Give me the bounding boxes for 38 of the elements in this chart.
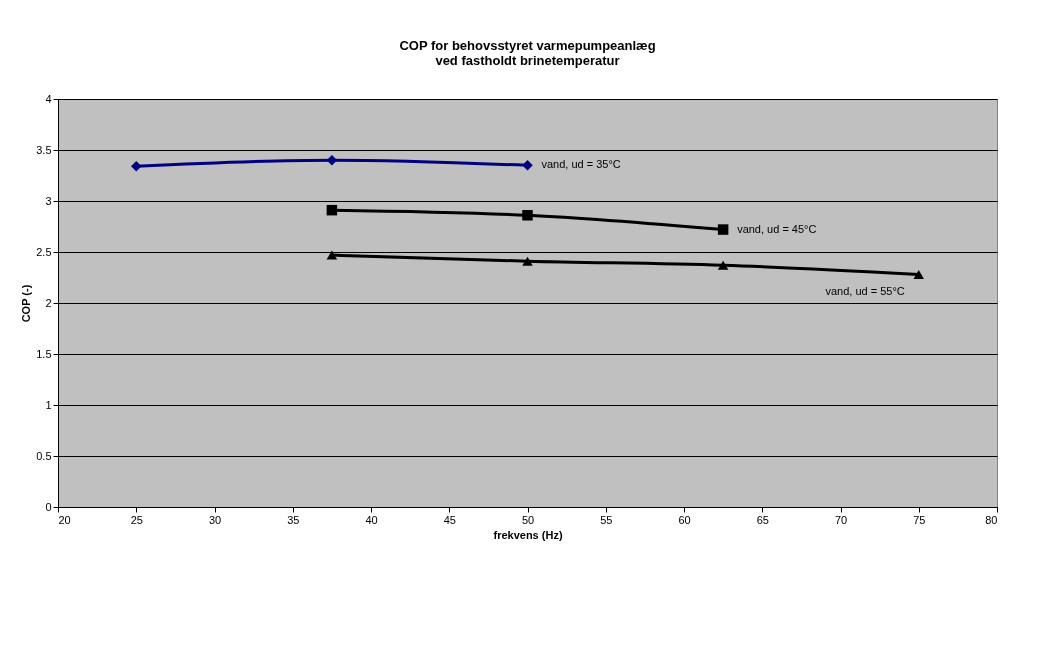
y-tick-label: 4 <box>45 92 52 105</box>
x-tick-label: 75 <box>913 513 926 526</box>
y-tick-label: 1 <box>45 398 52 411</box>
x-tick-label: 40 <box>365 513 378 526</box>
x-tick-label: 50 <box>521 513 535 526</box>
point <box>717 224 729 235</box>
series-label: vand, ud = 55°C <box>825 285 905 298</box>
point <box>522 256 533 266</box>
y-tick-label: 1.5 <box>36 347 52 360</box>
y-tick-label: 0.5 <box>36 449 52 462</box>
x-tick-label: 35 <box>287 513 300 526</box>
y-tick-label: 2.5 <box>36 245 52 258</box>
point <box>913 269 924 279</box>
y-tick-label: 3.5 <box>36 143 52 156</box>
point <box>717 260 729 270</box>
y-tick-label: 2 <box>45 296 52 309</box>
x-tick-label: 55 <box>600 513 613 526</box>
y-tick-label: 0 <box>45 500 52 513</box>
x-tick-label: 70 <box>834 513 848 526</box>
x-axis-title: frekvens (Hz) <box>493 528 563 541</box>
point <box>326 250 338 260</box>
x-tick-label: 25 <box>130 513 143 526</box>
text: ved fastholdt brinetemperatur <box>435 53 620 68</box>
series-label: vand, ud = 35°C <box>541 158 621 171</box>
y-axis-title: COP (-) <box>20 284 33 323</box>
point <box>522 160 533 171</box>
x-tick-label: 20 <box>58 513 71 526</box>
point <box>326 204 338 216</box>
x-tick-label: 80 <box>985 513 998 526</box>
x-tick-label: 65 <box>756 513 769 526</box>
x-tick-label: 30 <box>208 513 222 526</box>
text: COP for behovsstyret varmepumpeanlæg <box>399 38 656 53</box>
y-tick-label: 3 <box>45 194 52 207</box>
series-label: vand, ud = 45°C <box>737 222 817 235</box>
point <box>522 210 533 221</box>
point <box>131 161 142 172</box>
x-tick-label: 45 <box>443 513 456 526</box>
x-tick-label: 60 <box>678 513 691 526</box>
